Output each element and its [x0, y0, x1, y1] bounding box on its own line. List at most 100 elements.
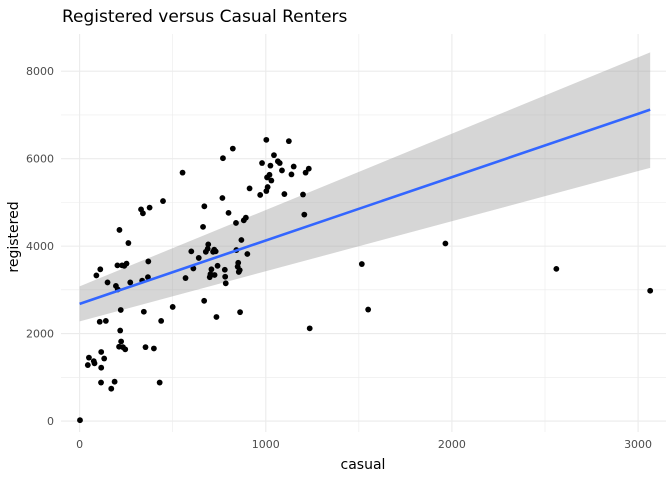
data-point [358, 261, 365, 267]
data-point [182, 275, 189, 281]
data-point [285, 138, 292, 145]
data-point [276, 160, 283, 166]
data-point [140, 308, 147, 315]
data-point [279, 167, 285, 174]
data-point [302, 169, 309, 176]
data-point [268, 177, 275, 184]
data-point [93, 272, 100, 279]
data-point [102, 318, 109, 324]
data-point [306, 325, 313, 332]
data-point [145, 258, 152, 265]
data-point [208, 266, 215, 273]
y-axis-label: registered [6, 201, 22, 272]
data-point [221, 266, 228, 273]
x-axis-label: casual [341, 457, 386, 473]
data-point [281, 191, 288, 197]
data-point [264, 184, 271, 190]
y-tick-label: 6000 [26, 153, 54, 166]
data-point [242, 214, 249, 221]
data-point [84, 362, 91, 368]
x-tick-label: 0 [76, 438, 83, 451]
data-point [101, 355, 108, 362]
data-point [244, 251, 251, 257]
data-point [238, 237, 245, 243]
grid-lines [61, 34, 666, 432]
data-point [195, 255, 202, 261]
data-point [140, 210, 146, 217]
data-point [97, 266, 104, 273]
data-point [233, 220, 239, 226]
data-point [111, 378, 118, 385]
data-point [300, 191, 306, 198]
data-point [246, 185, 253, 192]
data-point [237, 309, 243, 316]
data-point [169, 304, 176, 310]
data-point [145, 274, 151, 281]
data-point [91, 360, 98, 367]
chart-title: Registered versus Casual Renters [62, 7, 348, 27]
data-point [118, 338, 125, 345]
data-point [266, 171, 273, 178]
data-point [257, 192, 264, 198]
data-point [442, 240, 449, 247]
x-tick-label: 1000 [252, 438, 280, 451]
data-point [305, 165, 312, 172]
data-point [98, 379, 104, 386]
data-point [114, 262, 121, 269]
y-tick-label: 2000 [26, 328, 54, 341]
data-point [647, 287, 654, 294]
y-tick-label: 0 [47, 415, 54, 428]
y-tick-label: 4000 [26, 240, 54, 253]
data-point [98, 364, 105, 371]
data-point [553, 265, 560, 272]
data-point [160, 198, 166, 204]
data-point [290, 163, 297, 170]
data-point [236, 267, 243, 274]
data-point [146, 204, 153, 211]
data-point [200, 223, 206, 230]
fit-line [79, 108, 651, 306]
data-point [219, 195, 226, 201]
data-point [213, 314, 220, 320]
data-point [150, 345, 157, 352]
data-point [204, 245, 211, 252]
data-point [98, 349, 105, 355]
data-point [225, 209, 232, 216]
data-point [122, 346, 129, 353]
data-point [125, 240, 132, 246]
data-point [156, 379, 163, 386]
data-point [201, 203, 208, 210]
data-point [211, 272, 218, 278]
data-point [127, 279, 134, 286]
data-point [235, 259, 242, 266]
data-point [179, 169, 186, 176]
data-point [117, 327, 124, 334]
data-point [104, 279, 111, 286]
data-point [96, 318, 103, 325]
data-point [365, 306, 372, 313]
data-point [263, 136, 270, 143]
x-tick-label: 2000 [438, 438, 466, 451]
data-point [229, 145, 236, 152]
data-point [267, 162, 274, 169]
data-point [205, 241, 212, 248]
data-point [108, 385, 115, 392]
tick-labels: 0 1000 2000 3000 0 2000 4000 6000 8000 [26, 65, 652, 451]
fit-line-layer [79, 108, 651, 306]
data-point [123, 260, 130, 267]
data-point [220, 155, 226, 162]
data-point [117, 307, 124, 313]
data-point [188, 248, 195, 255]
data-point [222, 280, 229, 287]
data-point [158, 318, 165, 324]
data-point [142, 344, 149, 351]
x-tick-label: 3000 [624, 438, 652, 451]
data-point [222, 273, 229, 280]
data-point [77, 417, 83, 424]
y-tick-label: 8000 [26, 65, 54, 78]
data-point [201, 297, 208, 304]
data-point [86, 354, 92, 361]
data-point [288, 171, 295, 178]
